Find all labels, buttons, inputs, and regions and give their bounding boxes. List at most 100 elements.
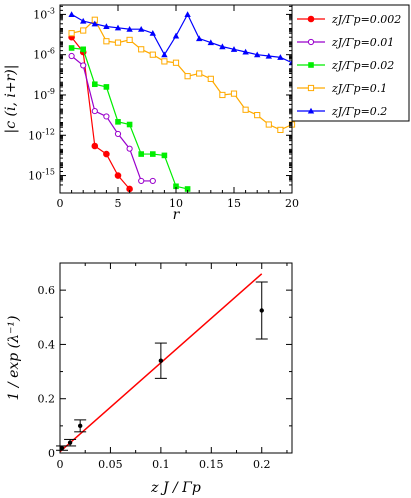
y-tick-label: 10-6 [33,47,55,62]
x-tick-label: 0.05 [98,458,123,471]
legend-label: zJ/Γp=0.002 [331,13,401,26]
data-point [114,172,122,179]
data-point [80,27,87,34]
error-bar-point [64,438,77,447]
legend-marker [307,38,315,46]
y-tick-label: 0.6 [38,284,56,297]
series-line [71,36,131,190]
data-point [230,46,238,52]
data-point [242,48,249,55]
y-tick-label: 0.2 [38,393,56,406]
legend-label: zJ/Γp=0.01 [331,36,394,49]
data-point [114,24,122,31]
series-2 [68,45,191,192]
y-tick-label: 0.4 [38,338,56,351]
data-point [161,51,168,58]
data-point [103,23,110,30]
series-0 [68,33,133,193]
data-point [138,46,145,53]
data-point [158,358,164,363]
data-point [172,32,180,39]
x-tick-label: 0 [57,197,64,210]
legend-label: zJ/Γp=0.1 [331,82,387,95]
series-line [71,47,188,190]
data-point [114,130,122,138]
legend-marker [308,62,314,68]
error-bar-point [56,445,69,451]
data-point [161,58,168,65]
data-point [68,30,75,37]
data-point [219,43,226,50]
x-tick-label: 0 [57,458,64,471]
data-point [68,52,75,60]
data-point [254,112,261,119]
data-point [149,51,156,58]
data-point [126,25,133,32]
data-point [259,308,264,313]
legend-label: zJ/Γp=0.2 [331,105,387,118]
data-point [265,121,272,128]
x-tick-label: 0.15 [199,458,224,471]
series-line [71,13,293,64]
legend-label: zJ/Γp=0.02 [331,59,394,72]
legend-marker [307,15,315,23]
y-tick-label: 10-15 [28,168,55,183]
x-tick-label: 10 [169,197,183,210]
bottom-ylabel: 1 / exp (λ⁻¹) [6,316,22,401]
data-point [196,35,203,42]
data-point [184,186,191,192]
legend-marker [307,84,315,92]
data-point [254,51,261,58]
bottom-plot-frame [59,262,293,454]
top-xlabel: r [173,207,181,223]
y-tick-label: 10-12 [28,127,55,142]
data-point [91,142,99,150]
y-tick-label: 10-9 [33,87,55,102]
data-point [77,423,83,429]
data-point [184,11,191,17]
error-bar-point [255,281,268,340]
data-point [115,119,121,125]
data-point [103,38,110,45]
data-point [114,39,122,46]
series-3 [68,16,296,133]
fit-chart: 0 0.05 0.1 0.15 0.2 0 0.2 0.4 0.6 z J / Γp 1 / e… [6,262,293,496]
data-point [149,30,156,36]
data-point [80,62,87,69]
data-point [91,107,98,115]
data-point [184,73,191,80]
data-point [126,145,133,152]
data-point [126,36,133,44]
series-1 [68,52,156,185]
correlation-chart: 0 5 10 15 20 10-3 10-6 10-9 10-12 10-15 r |c (i, … [3,4,410,223]
data-point [173,183,179,190]
x-tick-label: 20 [285,197,299,210]
series-line [71,55,153,182]
data-point [80,17,87,24]
data-point [92,81,98,88]
data-point [68,45,75,51]
data-point [219,91,226,99]
x-tick-label: 15 [227,197,241,210]
legend-marker [307,107,315,114]
data-point [277,54,284,60]
data-point [126,121,133,128]
data-point [149,177,156,185]
data-point [207,75,214,82]
data-point [103,113,110,120]
data-point [80,46,86,53]
data-point [196,70,203,77]
y-tick-label: 0 [48,447,55,460]
error-bar-point [74,419,87,433]
legend: zJ/Γp=0.002 zJ/Γp=0.01 zJ/Γp=0.02 zJ/Γp=0.1… [291,4,410,122]
data-point [138,177,145,185]
data-point [265,52,272,59]
y-tick-label: 10-3 [33,6,55,21]
x-tick-label: 0.2 [253,458,271,471]
data-point [207,39,214,46]
data-point [230,90,238,97]
data-point [67,440,73,445]
x-tick-label: 5 [115,197,122,210]
data-point [242,106,249,113]
